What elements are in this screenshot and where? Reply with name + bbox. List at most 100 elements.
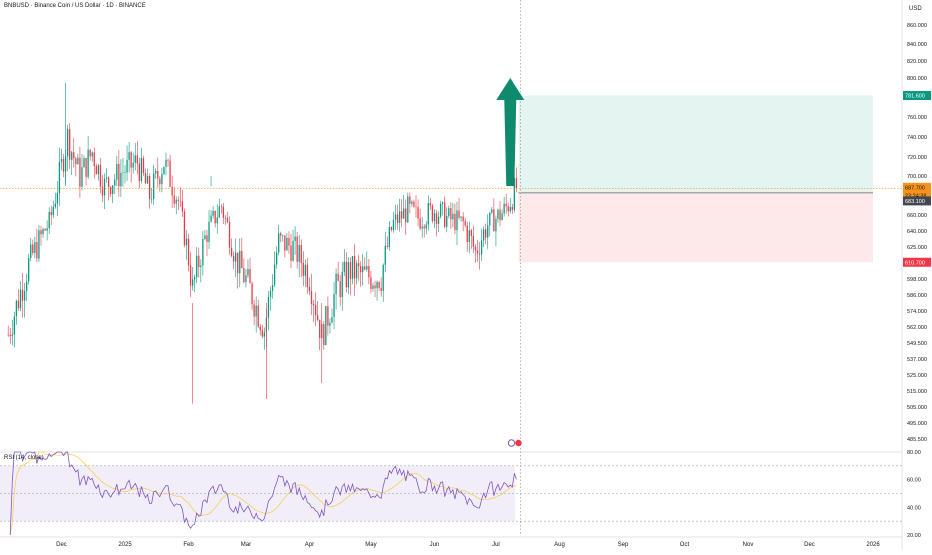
entry-price-tag-bg [903,196,931,206]
candle-body [466,225,468,243]
candle-body [191,279,194,286]
candle-body [288,237,290,246]
candle-body [308,286,311,292]
candle-body [343,261,345,272]
candle-body [13,316,15,335]
time-tick-label: Jul [492,542,500,548]
candle-body [71,152,73,160]
candle-body [304,264,306,276]
price-tick-label: 720.000 [907,155,927,161]
candle-body [25,281,28,291]
candle-body [128,152,130,160]
candle-body [15,300,18,317]
candle-body [503,203,505,214]
candle-body [222,206,225,218]
candle-body [450,208,452,220]
candle-body [380,287,382,291]
candle-body [194,277,196,280]
candle-body [417,206,419,219]
candle-body [247,268,249,276]
price-tick-label: 495.000 [907,421,927,427]
candle-body [374,285,376,289]
candle-body [7,334,9,336]
candle-body [144,173,147,184]
candle-body [159,178,161,185]
candle-body [441,202,444,204]
candle-body [390,227,393,231]
candle-body [44,229,46,231]
candle-body [472,235,475,247]
candle-body [339,280,341,298]
candle-body [316,315,319,320]
candle-body [107,177,110,188]
price-tick-label: 760.000 [907,115,927,121]
price-tick-label: 598.000 [907,277,927,283]
candle-body [497,209,499,219]
candle-body [32,244,34,254]
candle-body [157,170,159,179]
candle-body [505,203,507,207]
candle-body [179,200,181,202]
candle-body [319,319,321,339]
chart-title: BNBUSD · Binance Coin / US Dollar · 1D ·… [4,3,146,9]
candle-body [95,166,97,175]
time-tick-label: Apr [305,542,314,548]
price-tick-label: 485.500 [907,437,927,443]
candle-body [155,170,157,174]
time-tick-label: Mar [241,542,251,548]
price-tick-label: 562.000 [907,325,927,331]
candle-body [134,155,136,163]
candle-body [411,201,413,204]
candle-body [333,294,335,318]
candle-body [460,216,462,218]
candle-body [91,152,93,157]
price-tick-label: 515.000 [907,389,927,395]
candle-body [204,235,206,239]
candle-body [263,332,266,337]
candle-body [30,244,32,258]
candle-body [150,199,153,200]
candle-body [93,152,95,167]
candle-body [312,303,315,306]
candle-body [501,213,503,220]
candle-body [290,245,292,261]
candle-body [19,289,22,309]
event-flag-icon [515,439,522,447]
rsi-tick-label: 40.00 [907,505,921,511]
candle-body [294,236,296,242]
price-tick-label: 640.000 [907,229,927,235]
currency-label: USD [909,6,922,12]
price-tick-label: 840.000 [907,42,927,48]
candle-body [388,227,391,247]
candle-body [310,291,313,304]
candle-body [329,322,331,326]
candle-body [482,229,485,241]
rsi-tick-label: 80.00 [907,450,921,456]
candle-body [372,285,374,289]
candle-body [99,165,102,187]
candle-body [419,218,421,229]
candle-body [405,208,407,223]
candle-body [468,230,470,243]
candle-body [478,253,481,255]
candle-body [75,158,77,165]
candle-body [167,159,169,161]
candle-body [245,275,247,283]
candle-body [161,174,163,185]
candle-body [415,206,417,208]
candle-body [513,178,516,210]
candle-body [241,250,243,269]
candle-body [398,211,401,223]
candle-body [42,229,44,235]
last-price-tag-bg [903,182,931,192]
candle-body [132,162,134,168]
stop-price-tag: 610.700 [905,260,925,266]
candle-body [314,305,317,316]
candle-body [499,209,501,220]
candle-body [474,246,477,251]
candle-body [444,202,446,227]
candle-body [230,247,233,256]
price-tick-label: 860.000 [907,23,927,29]
